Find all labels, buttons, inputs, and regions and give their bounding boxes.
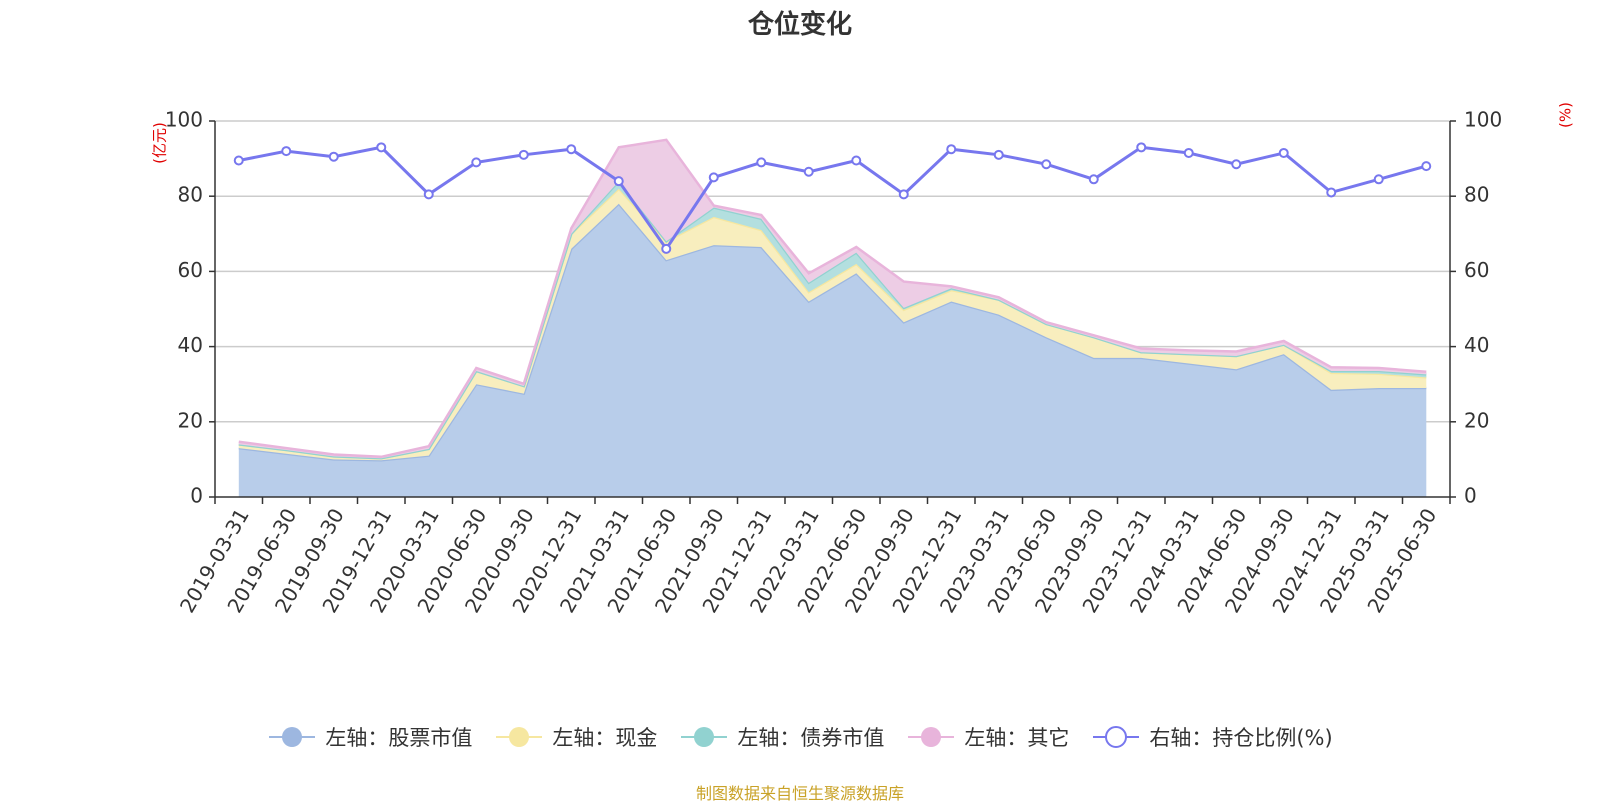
ratio-point [1041, 159, 1052, 170]
legend-symbol-stock [269, 727, 316, 747]
legend-label-bond: 左轴：债券市值 [737, 726, 885, 750]
stacked-areas [238, 138, 1427, 497]
legend-label-ratio: 右轴：持仓比例(%) [1149, 726, 1333, 750]
chart-title: 仓位变化 [747, 10, 852, 40]
ratio-point [1421, 161, 1432, 172]
ratio-point [1088, 174, 1099, 185]
ratio-point [518, 149, 529, 160]
ratio-point [1373, 174, 1384, 185]
chart-legend: 左轴：股票市值 左轴：现金 左轴：债券市值 左轴：其它 右轴：持仓比例(%) [0, 722, 1600, 752]
legend-item-stock[interactable]: 左轴：股票市值 [267, 722, 472, 752]
ratio-point [1231, 159, 1242, 170]
ratio-point [1278, 147, 1289, 158]
position-change-chart: 0204060801000204060801002019-03-312019-0… [151, 102, 1575, 617]
ratio-point [898, 189, 909, 200]
left-axis-tick-label: 20 [178, 408, 203, 432]
left-axis-unit: (亿元) [151, 122, 169, 164]
ratio-point [851, 155, 862, 166]
right-axis-tick-label: 0 [1464, 484, 1477, 508]
ratio-point [1326, 187, 1337, 198]
data-source-note: 制图数据来自恒生聚源数据库 [695, 784, 904, 803]
ratio-point [1136, 142, 1147, 153]
area-top-line [238, 138, 1427, 459]
left-axis-tick-label: 0 [190, 484, 203, 508]
legend-symbol-ratio [1093, 726, 1140, 748]
ratio-point [803, 166, 814, 177]
ratio-point [281, 146, 292, 157]
ratio-point [756, 157, 767, 168]
ratio-point [566, 144, 577, 155]
legend-item-cash[interactable]: 左轴：现金 [494, 722, 657, 752]
left-axis-tick-label: 100 [165, 108, 203, 132]
ratio-point [1183, 147, 1194, 158]
ratio-point [376, 142, 387, 153]
ratio-point [613, 176, 624, 187]
right-axis-tick-label: 60 [1464, 258, 1489, 282]
legend-label-cash: 左轴：现金 [552, 726, 658, 750]
right-axis-tick-label: 20 [1464, 408, 1489, 432]
ratio-point [233, 155, 244, 166]
right-axis-tick-label: 80 [1464, 183, 1489, 207]
ratio-point [946, 144, 957, 155]
ratio-line [238, 145, 1427, 252]
ratio-point [471, 157, 482, 168]
ratio-point [423, 189, 434, 200]
ratio-point [708, 172, 719, 183]
left-axis-tick-label: 40 [178, 333, 203, 357]
area-band [238, 203, 1427, 497]
ratio-point [993, 149, 1004, 160]
ratio-point [661, 243, 672, 254]
legend-symbol-bond [681, 727, 728, 747]
legend-item-other[interactable]: 左轴：其它 [906, 722, 1069, 752]
legend-label-stock: 左轴：股票市值 [325, 726, 473, 750]
right-axis-tick-label: 100 [1464, 108, 1502, 132]
right-axis-unit: (%) [1557, 102, 1575, 128]
ratio-point [328, 151, 339, 162]
legend-item-bond[interactable]: 左轴：债券市值 [679, 722, 884, 752]
left-axis-tick-label: 80 [178, 183, 203, 207]
right-axis-tick-label: 40 [1464, 333, 1489, 357]
legend-label-other: 左轴：其它 [964, 726, 1070, 750]
legend-symbol-other [908, 727, 955, 747]
holding-ratio-line [233, 142, 1432, 254]
left-axis-tick-label: 60 [178, 258, 203, 282]
legend-symbol-cash [496, 727, 543, 747]
legend-item-ratio[interactable]: 右轴：持仓比例(%) [1091, 722, 1333, 752]
